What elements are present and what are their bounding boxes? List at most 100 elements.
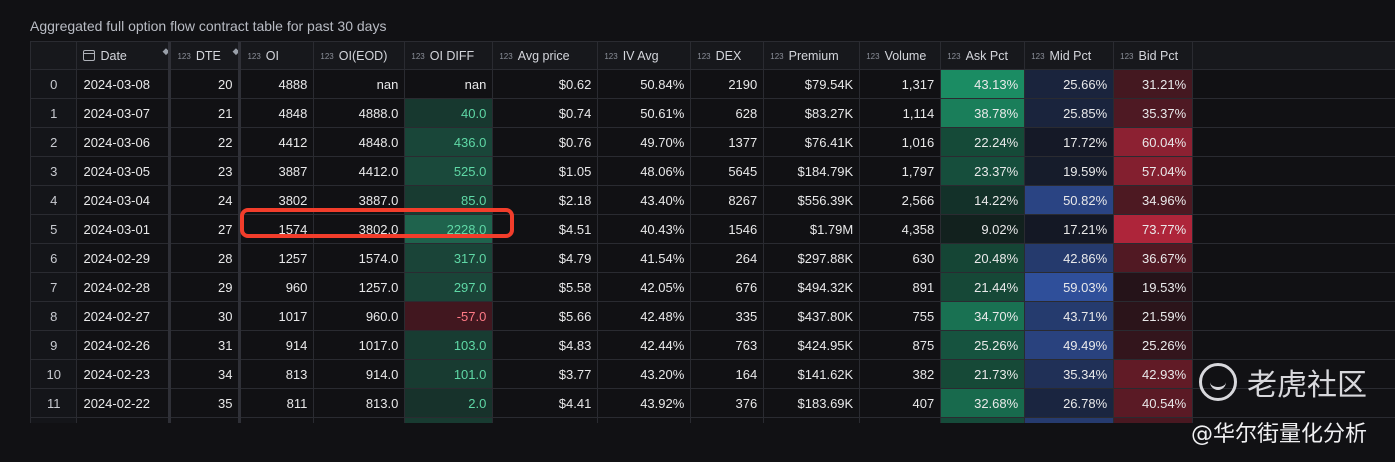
table-cell-mid-pct: 59.03% [1024,272,1115,302]
table-row[interactable]: 6 2024-02-29 28 1257 1574.0 317.0 $4.79 41.54% 2… [31,243,1395,273]
header-filler [1192,42,1395,70]
table-cell-bid-pct: 73.77% [1113,214,1194,244]
table-cell-dte: 27 [169,214,242,244]
row-index: 1 [31,98,78,128]
table-cell-avg-price: $4.51 [492,214,599,244]
column-header-ask-pct[interactable]: 123 Ask Pct [940,42,1026,70]
table-row[interactable]: 0 2024-03-08 20 4888 nan nan $0.62 50.84% 2190 $7… [31,69,1395,99]
table-cell-iv-avg: 43.92% [597,388,692,418]
column-header-avg-price[interactable]: 123 Avg price [492,42,599,70]
table-cell-dte: 29 [169,272,242,302]
table-row[interactable]: 9 2024-02-26 31 914 1017.0 103.0 $4.83 42.44% 76… [31,330,1395,360]
table-cell-ask-pct: 34.70% [940,301,1026,331]
table-cell-date: 2024-03-01 [76,214,172,244]
column-header-date[interactable]: Date ◆ [76,42,172,70]
column-label: Mid Pct [1049,48,1092,63]
table-cell-bid-pct: 19.53% [1113,272,1194,302]
row-filler [1192,301,1395,331]
column-header-dte[interactable]: 123 DTE ◆ [169,42,242,70]
table-cell-avg-price: $0.62 [492,69,599,99]
table-cell-dte: 23 [169,156,242,186]
table-cell-volume: 1,114 [859,98,942,128]
row-index: 2 [31,127,78,157]
column-header-premium[interactable]: 123 Premium [763,42,861,70]
table-cell-bid-pct: 40.54% [1113,388,1194,418]
table-cell-date: 2024-03-05 [76,156,172,186]
column-header-dex[interactable]: 123 DEX [690,42,765,70]
table-cell-iv-avg: 42.44% [597,330,692,360]
table-cell-iv-avg: 49.70% [597,127,692,157]
table-cell-ask-pct: 22.63% [940,417,1026,423]
table-cell-dex: 628 [690,98,765,128]
table-cell-mid-pct: 26.78% [1024,388,1115,418]
table-cell-date: 2024-02-21 [76,417,172,423]
table-cell-premium: $141.62K [763,359,861,389]
column-header-oi-eod-[interactable]: 123 OI(EOD) [313,42,406,70]
table-cell-premium: $556.39K [763,185,861,215]
column-header-iv-avg[interactable]: 123 IV Avg [597,42,692,70]
table-row[interactable]: 2 2024-03-06 22 4412 4848.0 436.0 $0.76 49.70% 1… [31,127,1395,157]
table-cell-oi-eod-: nan [313,69,406,99]
table-cell-oi-eod-: 3802.0 [313,214,406,244]
table-cell-dex: 264 [690,243,765,273]
column-resize-handle-icon[interactable]: ◆ [162,46,170,56]
table-row[interactable]: 4 2024-03-04 24 3802 3887.0 85.0 $2.18 43.40% 82… [31,185,1395,215]
table-cell-oi: 1574 [239,214,315,244]
table-cell-oi-eod-: 4412.0 [313,156,406,186]
row-index: 5 [31,214,78,244]
table-cell-avg-price: $4.87 [492,417,599,423]
column-label: OI [265,48,279,63]
table-cell-bid-pct: 33.24% [1113,417,1194,423]
table-cell-date: 2024-03-08 [76,69,172,99]
column-header-index[interactable] [31,42,78,70]
table-cell-dex: 763 [690,330,765,360]
table-cell-dte: 31 [169,330,242,360]
table-cell-bid-pct: 42.93% [1113,359,1194,389]
table-cell-dex: 1546 [690,214,765,244]
table-cell-oi: 4848 [239,98,315,128]
table-cell-iv-avg: 50.61% [597,98,692,128]
table-cell-iv-avg: 42.48% [597,301,692,331]
row-filler [1192,69,1395,99]
table-cell-oi: 3887 [239,156,315,186]
row-filler [1192,272,1395,302]
column-label: OI(EOD) [338,48,388,63]
table-cell-ask-pct: 23.37% [940,156,1026,186]
table-row[interactable]: 7 2024-02-28 29 960 1257.0 297.0 $5.58 42.05% 67… [31,272,1395,302]
table-cell-oi-diff: 297.0 [404,272,494,302]
column-header-mid-pct[interactable]: 123 Mid Pct [1024,42,1115,70]
table-cell-oi: 709 [239,417,315,423]
column-header-oi[interactable]: 123 OI [239,42,315,70]
table-cell-dex: 376 [690,388,765,418]
table-row[interactable]: 5 2024-03-01 27 1574 3802.0 2228.0 $4.51 40.43%… [31,214,1395,244]
column-label: IV Avg [622,48,659,63]
column-resize-handle-icon[interactable]: ◆ [232,46,240,56]
table-cell-premium: $424.95K [763,330,861,360]
column-label: Date [100,48,127,63]
table-row[interactable]: 3 2024-03-05 23 3887 4412.0 525.0 $1.05 48.06% 5… [31,156,1395,186]
table-cell-volume: 4,358 [859,214,942,244]
table-row[interactable]: 8 2024-02-27 30 1017 960.0 -57.0 $5.66 42.48% 33… [31,301,1395,331]
table-cell-mid-pct: 17.21% [1024,214,1115,244]
row-index: 7 [31,272,78,302]
column-label: Premium [788,48,839,63]
table-row[interactable]: 10 2024-02-23 34 813 914.0 101.0 $3.77 43.20% 16… [31,359,1395,389]
column-header-bid-pct[interactable]: 123 Bid Pct [1113,42,1194,70]
table-cell-premium: $183.69K [763,388,861,418]
column-header-oi-diff[interactable]: 123 OI DIFF [404,42,494,70]
numeric-type-icon: 123 [947,51,961,61]
column-header-volume[interactable]: 123 Volume [859,42,942,70]
numeric-type-icon: 123 [770,51,784,61]
table-cell-mid-pct: 25.66% [1024,69,1115,99]
table-cell-volume: 1,016 [859,127,942,157]
table-row[interactable]: 122024-02-2136709811.0102.0$4.8744.87%99… [31,417,1395,423]
table-cell-oi-diff: 317.0 [404,243,494,273]
table-cell-dte: 35 [169,388,242,418]
table-cell-oi-diff: 2.0 [404,388,494,418]
table-cell-premium: $176.14K [763,417,861,423]
table-cell-dex: 5645 [690,156,765,186]
table-row[interactable]: 1 2024-03-07 21 4848 4888.0 40.0 $0.74 50.61% 62… [31,98,1395,128]
table-cell-mid-pct: 42.86% [1024,243,1115,273]
table-row[interactable]: 11 2024-02-22 35 811 813.0 2.0 $4.41 43.92% 376 $… [31,388,1395,418]
table-cell-oi-eod-: 914.0 [313,359,406,389]
